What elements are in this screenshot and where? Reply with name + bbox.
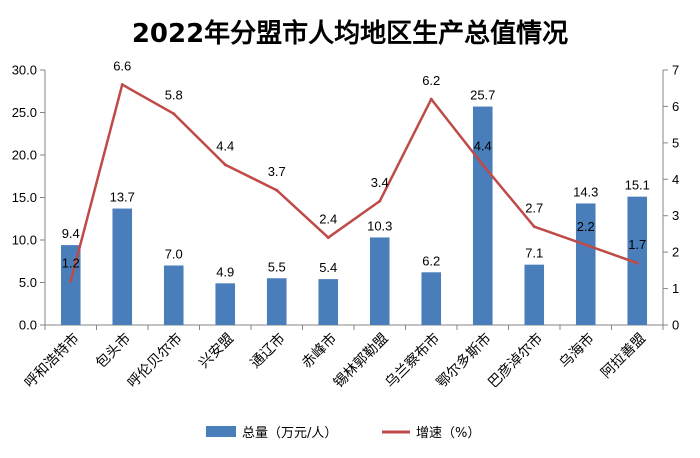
axes: 0.0 5.0 10.0 15.0 20.0 25.0 30.0 0 1 2 3 4 5 6 7 [12, 63, 680, 333]
line-value-label: 2.4 [319, 212, 337, 227]
bar-value-label: 10.3 [367, 218, 392, 233]
line-point [378, 199, 382, 203]
category-label: 通辽市 [247, 330, 289, 372]
line-point [481, 163, 485, 167]
bar [318, 279, 339, 325]
right-tick-label: 5 [672, 135, 679, 150]
line-point [120, 83, 124, 87]
line-point [69, 279, 73, 283]
line-value-label: 6.2 [422, 73, 440, 88]
line-value-label: 5.8 [165, 88, 183, 103]
bar [215, 283, 236, 325]
bar [524, 264, 545, 325]
line-value-label: 1.7 [628, 237, 646, 252]
line-point [275, 188, 279, 192]
category-label: 兴安盟 [196, 331, 237, 372]
bar [112, 208, 133, 325]
growth-line [69, 83, 638, 282]
legend: 总量（万元/人） 增速（%） [206, 426, 480, 441]
legend-line-label: 增速（%） [416, 426, 480, 441]
category-label: 呼和浩特市 [21, 330, 83, 392]
line-series [69, 83, 639, 283]
category-label: 巴彦淖尔市 [485, 330, 547, 392]
left-tick-label: 25.0 [12, 105, 37, 120]
bar [163, 265, 184, 325]
legend-bar-label: 总量（万元/人） [242, 426, 337, 441]
bar-value-label: 4.9 [216, 264, 234, 279]
category-label: 包头市 [92, 330, 134, 372]
line-point [326, 236, 330, 240]
left-tick-label: 15.0 [12, 190, 37, 205]
bar [627, 196, 648, 325]
right-tick-label: 2 [672, 245, 679, 260]
left-tick-label: 0.0 [19, 318, 37, 333]
right-tick-label: 3 [672, 208, 679, 223]
bar [421, 272, 442, 325]
bar-value-label: 5.5 [268, 259, 286, 274]
chart-title: 2022年分盟市人均地区生产总值情况 [132, 18, 568, 49]
bar-value-label: 7.1 [525, 246, 543, 261]
bar-value-label: 6.2 [422, 253, 440, 268]
line-point [172, 112, 176, 116]
left-tick-label: 10.0 [12, 233, 37, 248]
right-tick-label: 4 [672, 172, 679, 187]
line-value-label: 6.6 [113, 59, 131, 74]
bar-series [60, 106, 648, 325]
category-label: 呼伦贝尔市 [124, 330, 186, 392]
bar-value-label: 9.4 [62, 226, 80, 241]
bar [472, 106, 493, 325]
line-point [223, 163, 227, 167]
left-tick-label: 20.0 [12, 148, 37, 163]
category-label: 赤峰市 [298, 330, 340, 372]
category-label: 鄂尔多斯市 [433, 330, 495, 392]
left-tick-label: 5.0 [19, 275, 37, 290]
bar-value-label: 7.0 [165, 247, 183, 262]
line-value-label: 3.7 [268, 164, 286, 179]
left-tick-label: 30.0 [12, 63, 37, 78]
category-label: 阿拉善盟 [598, 331, 649, 382]
category-label: 锡林郭勒盟 [330, 330, 392, 392]
category-label: 乌海市 [556, 330, 598, 372]
line-value-label: 1.2 [62, 255, 80, 270]
right-tick-label: 7 [672, 63, 679, 78]
right-tick-label: 6 [672, 99, 679, 114]
line-point [584, 243, 588, 247]
right-tick-label: 1 [672, 281, 679, 296]
bar-value-label: 5.4 [319, 260, 337, 275]
bar [369, 237, 390, 325]
legend-bar-swatch [206, 426, 236, 437]
bar [266, 278, 287, 325]
bar-value-label: 13.7 [110, 190, 135, 205]
bar [575, 203, 596, 325]
line-value-label: 2.2 [577, 219, 595, 234]
line-point [532, 225, 536, 229]
bar-value-label: 25.7 [470, 88, 495, 103]
line-value-label: 4.4 [216, 139, 234, 154]
line-value-label: 2.7 [525, 201, 543, 216]
line-value-label: 3.4 [371, 175, 389, 190]
line-point [429, 97, 433, 101]
line-point [635, 261, 639, 265]
category-label: 乌兰察布市 [382, 330, 444, 392]
bar-value-label: 14.3 [573, 184, 598, 199]
line-value-label: 4.4 [474, 139, 492, 154]
bar-value-label: 15.1 [625, 178, 650, 193]
data-labels: 9.4 13.7 7.0 4.9 5.5 5.4 10.3 6.2 25.7 7.1 14.3 15.… [62, 59, 650, 280]
right-tick-label: 0 [672, 318, 679, 333]
